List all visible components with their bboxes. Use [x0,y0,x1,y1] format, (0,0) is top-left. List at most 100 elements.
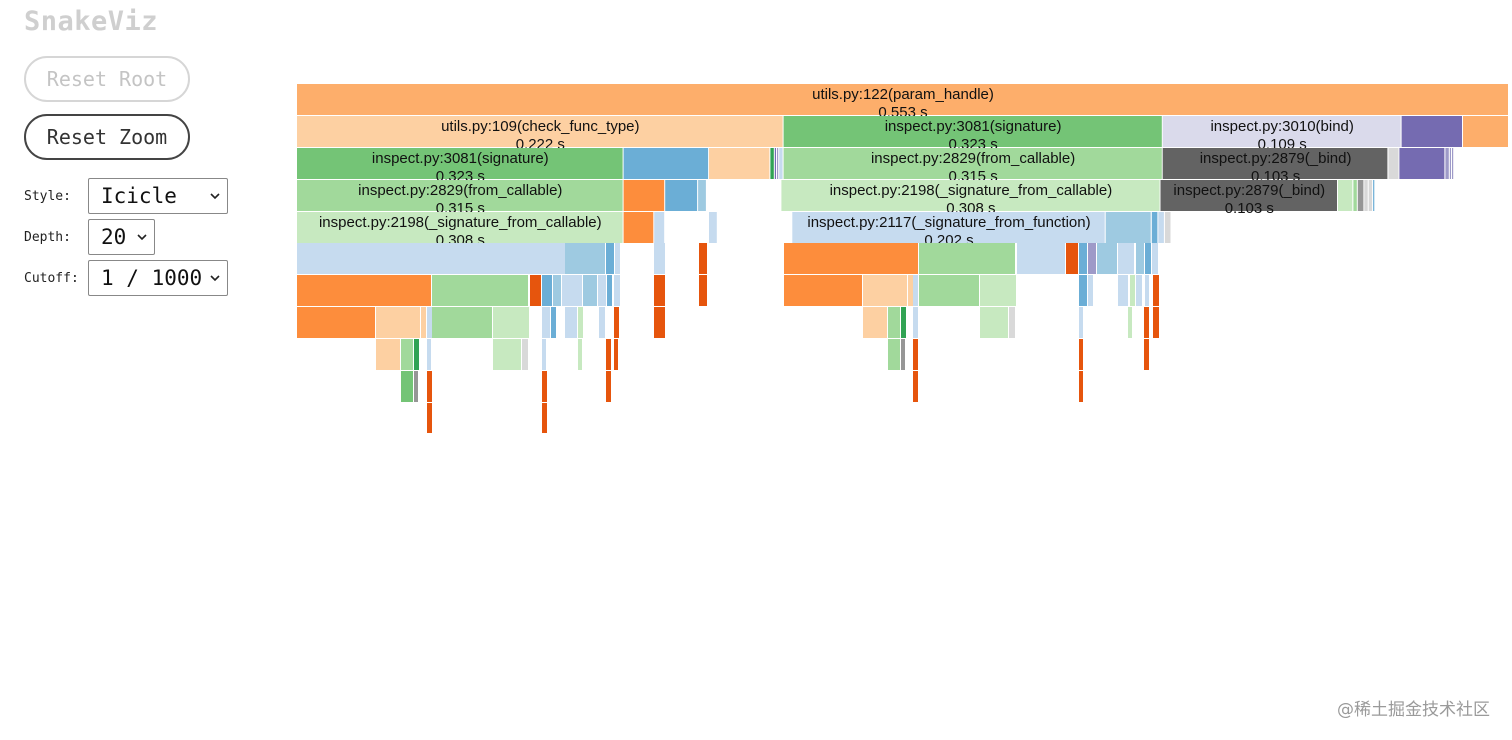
icicle-node-small[interactable] [1079,339,1083,370]
icicle-node-small[interactable] [1144,339,1149,370]
icicle-node-small[interactable] [401,339,413,370]
depth-select[interactable]: 20 [88,219,155,255]
icicle-node-small[interactable] [542,275,552,306]
icicle-node-small[interactable] [1009,307,1015,338]
icicle-node-small[interactable] [980,275,1016,306]
icicle-node-small[interactable] [784,243,918,274]
icicle-node-small[interactable] [1338,180,1353,211]
icicle-node-small[interactable] [421,307,426,338]
icicle-node-small[interactable] [1079,307,1083,338]
icicle-node-small[interactable] [542,339,546,370]
icicle-node-small[interactable] [1445,148,1449,179]
icicle-node-small[interactable] [530,275,541,306]
icicle-node-small[interactable] [698,180,706,211]
icicle-node-small[interactable] [1399,148,1445,179]
icicle-node-small[interactable] [1449,148,1451,179]
icicle-node-small[interactable] [665,180,698,211]
icicle-node-small[interactable] [1118,243,1134,274]
icicle-node-small[interactable] [1130,275,1135,306]
icicle-node-small[interactable] [553,275,561,306]
icicle-node-small[interactable] [614,339,618,370]
icicle-node-small[interactable] [606,243,614,274]
icicle-node-small[interactable] [1373,180,1375,211]
icicle-node-small[interactable] [1066,243,1078,274]
icicle-node-small[interactable] [562,275,582,306]
icicle-node[interactable] [297,116,783,147]
icicle-node-small[interactable] [599,307,605,338]
reset-zoom-button[interactable]: Reset Zoom [24,114,190,160]
icicle-node-small[interactable] [888,307,900,338]
icicle-node-small[interactable] [578,339,582,370]
icicle-node-small[interactable] [1164,212,1171,243]
icicle-node-small[interactable] [777,148,779,179]
icicle-node[interactable] [1162,148,1388,179]
icicle-node-small[interactable] [1145,275,1149,306]
icicle-node-small[interactable] [376,307,420,338]
icicle-node-small[interactable] [551,307,556,338]
reset-root-button[interactable]: Reset Root [24,56,190,102]
icicle-node-small[interactable] [980,307,1008,338]
icicle-node-small[interactable] [919,275,979,306]
icicle-node[interactable] [792,212,1105,243]
icicle-node[interactable] [297,148,623,179]
icicle-node-small[interactable] [1128,307,1132,338]
icicle-node-small[interactable] [493,307,529,338]
icicle-node-small[interactable] [654,212,665,243]
icicle-node-small[interactable] [297,275,431,306]
icicle-node-small[interactable] [623,148,709,179]
icicle-node-small[interactable] [1145,243,1151,274]
icicle-node[interactable] [1160,180,1338,211]
icicle-node-small[interactable] [1388,148,1399,179]
icicle-node-small[interactable] [913,275,918,306]
icicle-node-small[interactable] [1151,212,1158,243]
icicle-node-small[interactable] [913,307,918,338]
icicle-node-small[interactable] [654,307,665,338]
icicle-node-small[interactable] [770,148,774,179]
icicle-node-small[interactable] [774,148,776,179]
icicle-node-small[interactable] [578,307,583,338]
icicle-node-small[interactable] [1088,243,1096,274]
icicle-node-small[interactable] [1097,243,1117,274]
icicle-node-small[interactable] [598,275,606,306]
icicle-node-small[interactable] [709,212,717,243]
icicle-node-small[interactable] [913,371,918,402]
icicle-node-small[interactable] [1144,307,1149,338]
icicle-node[interactable] [781,180,1160,211]
icicle-node-small[interactable] [863,307,887,338]
icicle-node-small[interactable] [432,307,492,338]
icicle-node-small[interactable] [1153,275,1159,306]
icicle-node-small[interactable] [1153,307,1159,338]
icicle-node-small[interactable] [863,275,907,306]
icicle-node[interactable] [783,116,1162,147]
icicle-node-small[interactable] [654,243,665,274]
icicle-node-small[interactable] [1158,212,1164,243]
icicle-node-small[interactable] [1105,212,1151,243]
icicle-node-small[interactable] [615,243,620,274]
icicle-node-small[interactable] [1364,180,1368,211]
icicle-node-small[interactable] [1079,275,1087,306]
icicle-node-small[interactable] [1152,243,1158,274]
icicle-node-small[interactable] [1118,275,1128,306]
icicle-node-small[interactable] [1452,148,1454,179]
icicle-node-small[interactable] [583,275,597,306]
icicle-node-small[interactable] [522,339,528,370]
icicle-node[interactable] [297,212,623,243]
icicle-node-small[interactable] [1353,180,1357,211]
icicle-node-small[interactable] [709,148,770,179]
icicle-node-small[interactable] [784,275,862,306]
icicle-node-small[interactable] [1136,275,1142,306]
icicle-node-small[interactable] [919,243,1015,274]
icicle-node-small[interactable] [427,339,431,370]
icicle-node-small[interactable] [565,243,605,274]
icicle-node-small[interactable] [1401,116,1462,147]
icicle-node-small[interactable] [1368,180,1373,211]
icicle-node-small[interactable] [699,275,707,306]
icicle-node-small[interactable] [427,403,432,433]
icicle-node-small[interactable] [614,275,620,306]
icicle-node-small[interactable] [414,371,418,402]
icicle-node-small[interactable] [614,307,619,338]
icicle-node-small[interactable] [1088,275,1093,306]
icicle-node-small[interactable] [901,339,905,370]
icicle-node-small[interactable] [779,148,783,179]
icicle-node[interactable] [1162,116,1401,147]
